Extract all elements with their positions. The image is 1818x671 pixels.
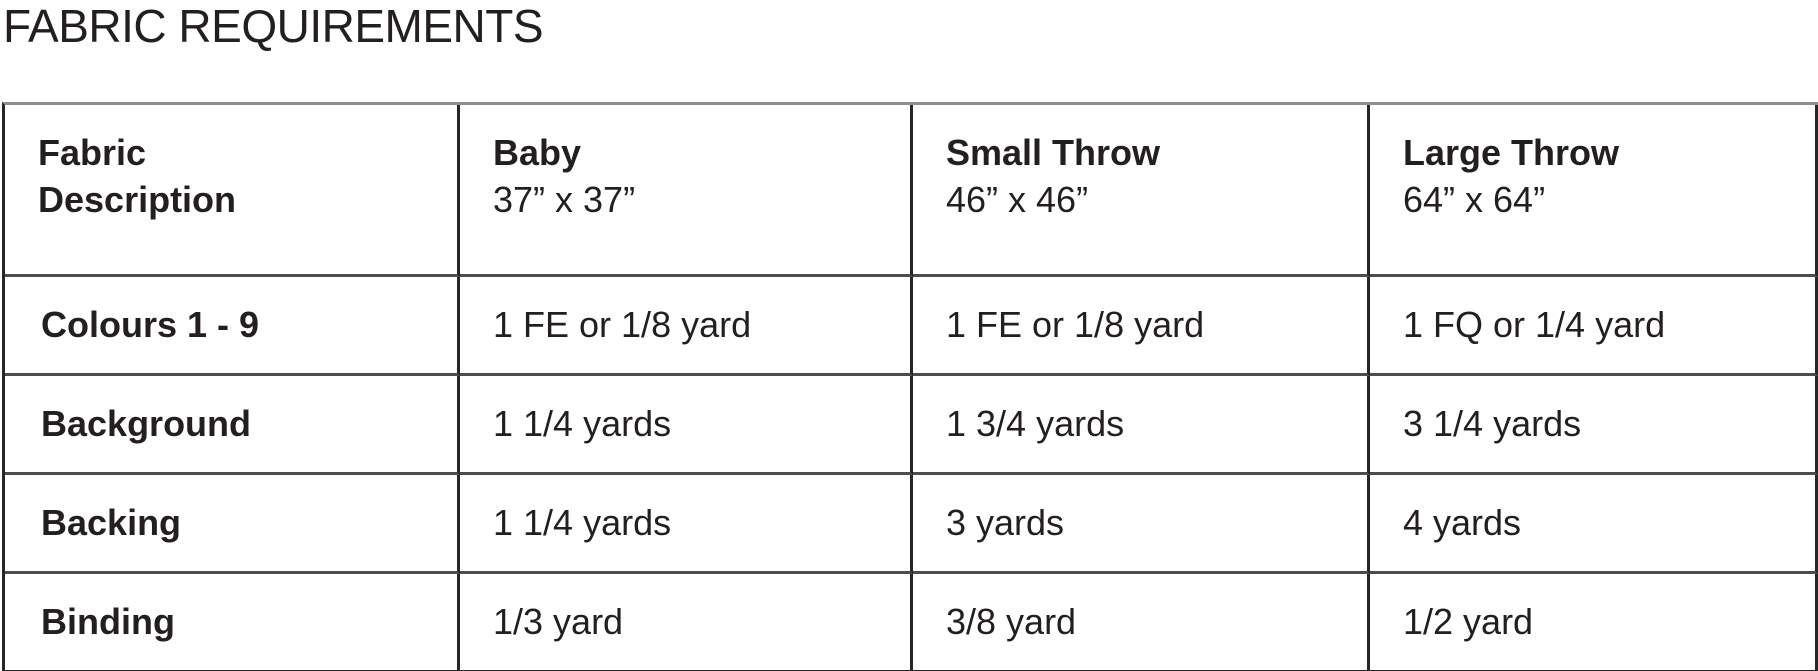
column-title: Baby	[493, 132, 582, 173]
cell-value: 1 FQ or 1/4 yard	[1370, 277, 1818, 376]
cell-value: 1 FE or 1/8 yard	[460, 277, 913, 376]
header-cell-baby: Baby 37” x 37”	[460, 105, 913, 277]
table-header: Fabric Description Baby 37” x 37” Small …	[5, 105, 1818, 277]
row-label: Binding	[5, 574, 460, 671]
column-size: 37” x 37”	[493, 179, 636, 220]
row-label: Background	[5, 376, 460, 475]
table-body: Colours 1 - 9 1 FE or 1/8 yard 1 FE or 1…	[5, 277, 1818, 671]
cell-value: 3 yards	[913, 475, 1370, 574]
header-row: Fabric Description Baby 37” x 37” Small …	[5, 105, 1818, 277]
header-cell-fabric-description: Fabric Description	[5, 105, 460, 277]
cell-value: 1/3 yard	[460, 574, 913, 671]
row-label: Colours 1 - 9	[5, 277, 460, 376]
cell-value: 1/2 yard	[1370, 574, 1818, 671]
cell-value: 3 1/4 yards	[1370, 376, 1818, 475]
table-row-binding: Binding 1/3 yard 3/8 yard 1/2 yard	[5, 574, 1818, 671]
column-title: Fabric Description	[38, 132, 237, 220]
column-size: 64” x 64”	[1403, 179, 1546, 220]
cell-value: 1 3/4 yards	[913, 376, 1370, 475]
header-cell-small-throw: Small Throw 46” x 46”	[913, 105, 1370, 277]
column-title: Large Throw	[1403, 132, 1620, 173]
header-cell-large-throw: Large Throw 64” x 64”	[1370, 105, 1818, 277]
column-title: Small Throw	[946, 132, 1161, 173]
row-label: Backing	[5, 475, 460, 574]
page-title: FABRIC REQUIREMENTS	[3, 0, 544, 52]
table-row-background: Background 1 1/4 yards 1 3/4 yards 3 1/4…	[5, 376, 1818, 475]
table-row-backing: Backing 1 1/4 yards 3 yards 4 yards	[5, 475, 1818, 574]
table-row-colours: Colours 1 - 9 1 FE or 1/8 yard 1 FE or 1…	[5, 277, 1818, 376]
cell-value: 4 yards	[1370, 475, 1818, 574]
fabric-requirements-table: Fabric Description Baby 37” x 37” Small …	[2, 102, 1818, 671]
cell-value: 1 1/4 yards	[460, 376, 913, 475]
cell-value: 1 FE or 1/8 yard	[913, 277, 1370, 376]
column-size: 46” x 46”	[946, 179, 1089, 220]
cell-value: 1 1/4 yards	[460, 475, 913, 574]
cell-value: 3/8 yard	[913, 574, 1370, 671]
